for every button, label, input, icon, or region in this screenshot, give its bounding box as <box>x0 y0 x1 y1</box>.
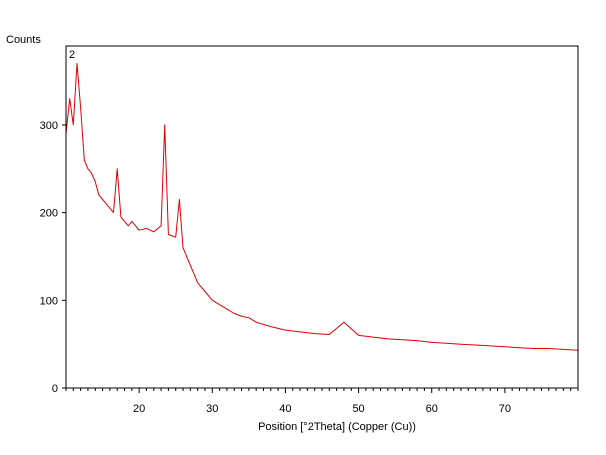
y-tick-label: 300 <box>40 120 58 132</box>
y-axis-label: Counts <box>6 34 41 46</box>
y-tick-label: 200 <box>40 208 58 220</box>
y-tick-label: 0 <box>52 383 58 395</box>
x-tick-label: 60 <box>426 403 438 415</box>
x-tick-label: 50 <box>352 403 364 415</box>
panel-label: 2 <box>69 49 75 61</box>
x-tick-label: 70 <box>499 403 511 415</box>
x-tick-label: 40 <box>279 403 291 415</box>
x-axis-label: Position [°2Theta] (Copper (Cu)) <box>258 421 416 433</box>
x-tick-label: 30 <box>206 403 218 415</box>
y-tick-label: 100 <box>40 295 58 307</box>
series-line <box>65 63 579 351</box>
y-axis-ticks: 0 100 200 300 <box>40 120 66 395</box>
x-tick-label: 20 <box>133 403 145 415</box>
plot-frame <box>65 45 579 389</box>
x-axis-ticks: 20 30 40 50 60 70 <box>65 388 579 415</box>
